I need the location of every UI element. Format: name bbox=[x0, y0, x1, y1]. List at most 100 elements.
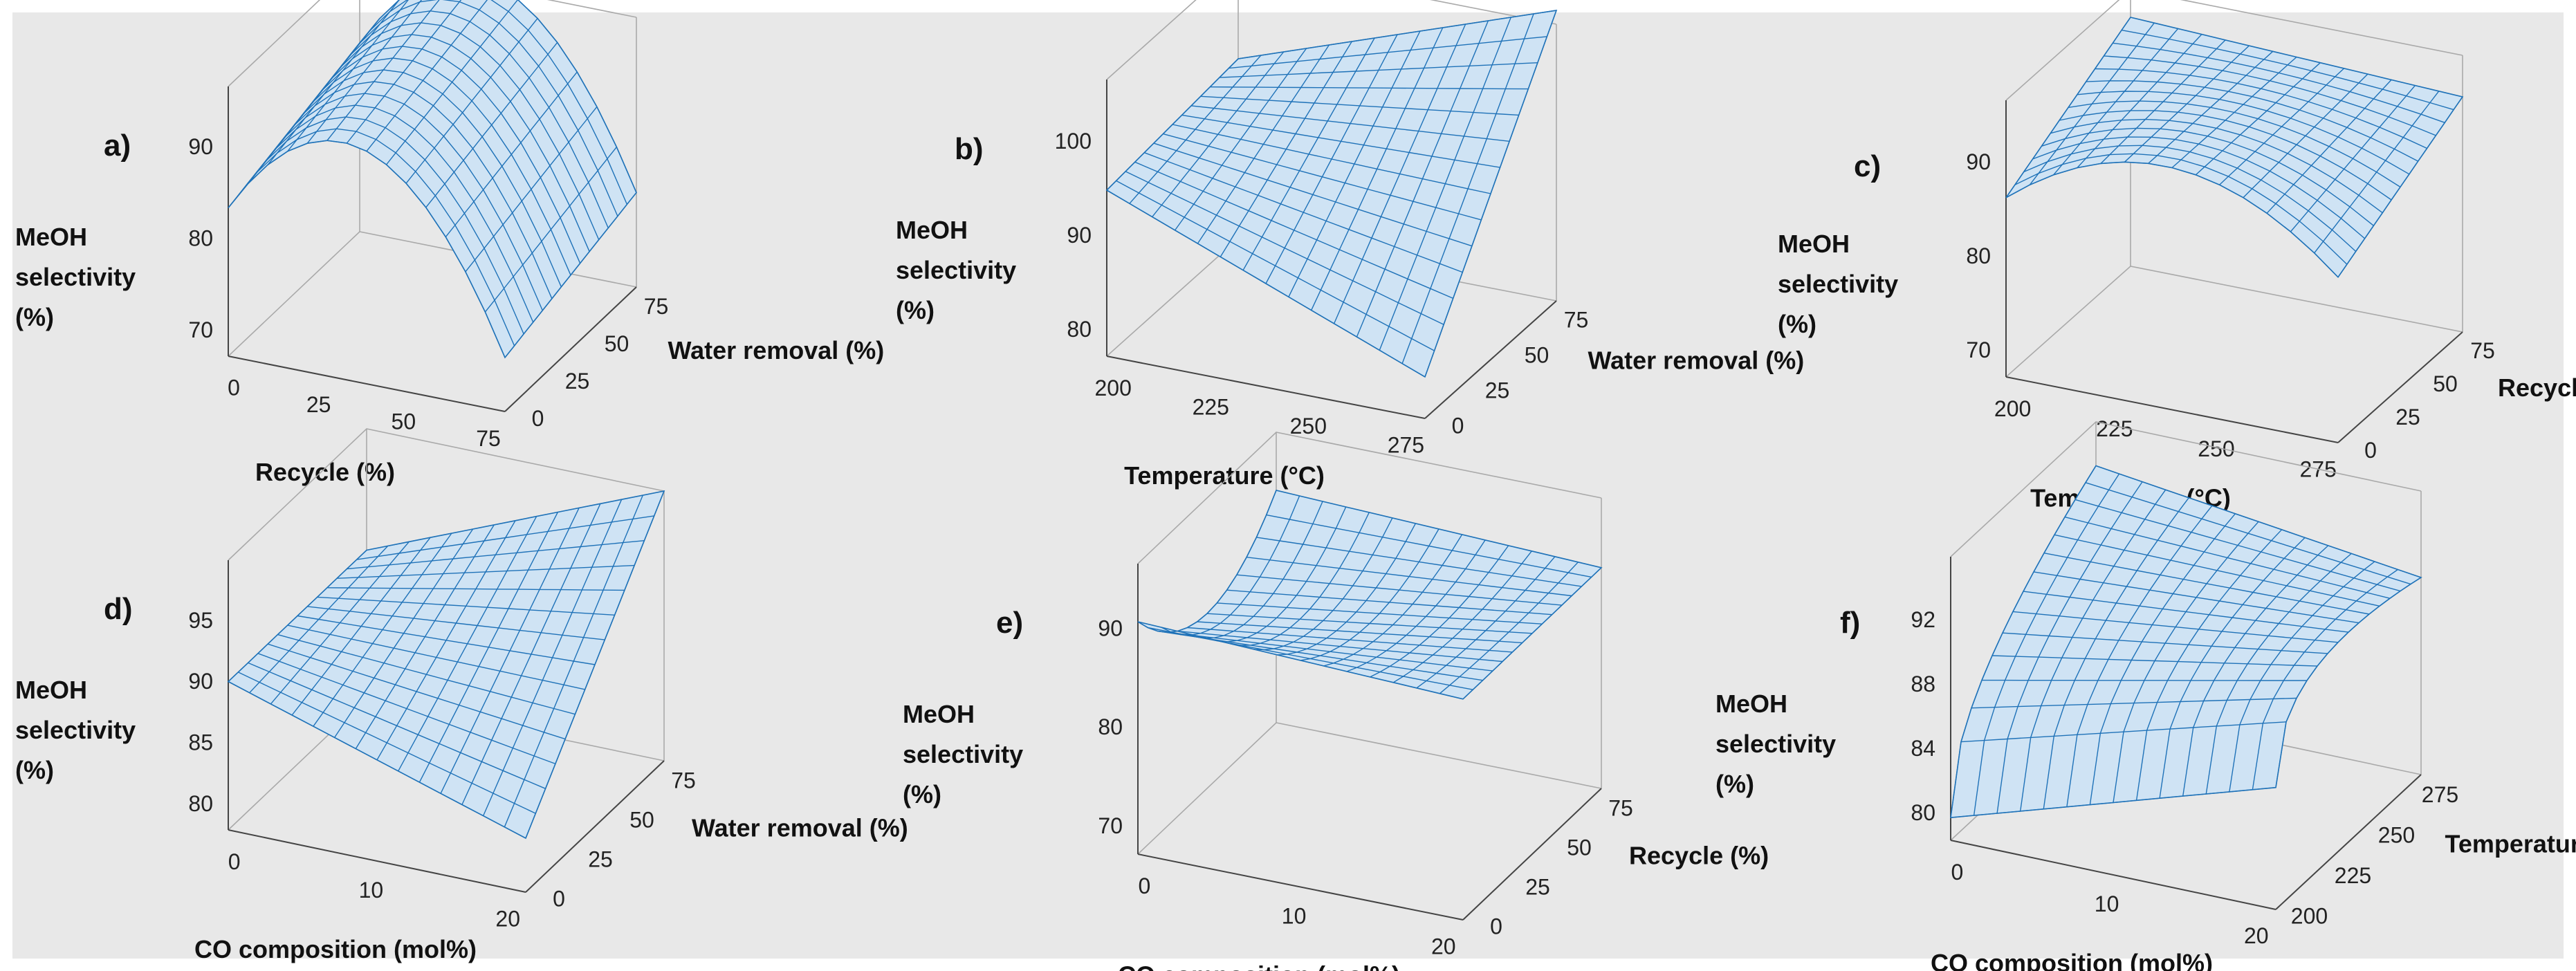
surface-gridline bbox=[347, 540, 645, 570]
back-frame-top bbox=[2005, 0, 2463, 101]
chart-panel-6: f) MeOH selectivity (%) 92 88 84 80 0 10 20 CO comp… bbox=[1715, 421, 2576, 971]
surface-gridline bbox=[293, 57, 571, 276]
y-tick-label: 75 bbox=[671, 768, 696, 793]
surface-gridline bbox=[317, 596, 615, 616]
y-tick-label: 25 bbox=[2395, 405, 2420, 429]
x-axis-label: CO composition (mol%) bbox=[194, 935, 477, 963]
surface-gridline bbox=[1379, 17, 1511, 351]
surface-gridline bbox=[2219, 68, 2345, 185]
surface-gridline bbox=[2135, 529, 2283, 801]
panel-label: b) bbox=[955, 132, 984, 166]
z-axis-label: selectivity bbox=[896, 256, 1016, 284]
x-tick-label: 10 bbox=[1282, 904, 1307, 929]
z-axis-label: MeOH bbox=[903, 700, 975, 728]
z-axis-label: (%) bbox=[1715, 770, 1754, 798]
surface-gridline bbox=[2243, 73, 2368, 198]
y-axis-label: Temperature (°C) bbox=[2445, 829, 2576, 858]
y-axis-label: Recycle (%) bbox=[1629, 842, 1769, 870]
surface-gridline bbox=[2054, 534, 2380, 607]
x-tick-label: 200 bbox=[1994, 396, 2031, 421]
y-axis-line bbox=[2337, 331, 2463, 443]
surface-gridline bbox=[1276, 490, 1602, 568]
surface-gridline bbox=[461, 503, 601, 805]
z-tick-label: 80 bbox=[1966, 243, 1991, 268]
z-tick-label: 80 bbox=[188, 225, 213, 250]
surface-gridline bbox=[504, 192, 637, 358]
surface-gridline bbox=[2068, 100, 2401, 187]
surface-gridline bbox=[2077, 91, 2410, 175]
surface-gridline bbox=[1181, 114, 1500, 168]
y-tick-label: 200 bbox=[2291, 903, 2328, 928]
surface-gridline bbox=[303, 46, 581, 263]
surface-gridline bbox=[504, 494, 643, 828]
x-axis-line bbox=[1137, 853, 1464, 921]
surface-gridline bbox=[1172, 124, 1491, 194]
z-tick-label: 92 bbox=[1911, 607, 1935, 632]
surface-gridline bbox=[297, 615, 596, 665]
z-tick-label: 80 bbox=[188, 791, 213, 816]
z-axis-label: (%) bbox=[903, 780, 941, 808]
y-tick-label: 0 bbox=[2364, 438, 2377, 463]
surface-gridline bbox=[312, 34, 590, 252]
surface-gridline bbox=[2064, 516, 2391, 599]
surface-gridline bbox=[1462, 567, 1602, 700]
back-frame-top bbox=[228, 0, 637, 87]
z-tick-label: 88 bbox=[1911, 672, 1935, 696]
y-axis-line bbox=[2275, 774, 2422, 910]
surface-gridline bbox=[484, 147, 617, 313]
y-tick-label: 275 bbox=[2422, 782, 2458, 807]
surface-gridline bbox=[2074, 499, 2401, 592]
surface-gridline bbox=[425, 41, 558, 208]
chart-panel-2: b)MeOHselectivity(%)1009080200225250275T… bbox=[896, 0, 1804, 490]
chart-panel-1: a) MeOH selectivity (%) 90 80 70 0 25 50 75 Recycle… bbox=[15, 0, 884, 486]
surface-gridline bbox=[2290, 85, 2416, 232]
surface-gridline bbox=[1191, 105, 1510, 142]
surface-gridline bbox=[386, 0, 519, 165]
surface-gridline bbox=[1236, 574, 1562, 606]
z-tick-label: 100 bbox=[1055, 129, 1092, 154]
surface-gridline bbox=[445, 71, 578, 238]
y-tick-label: 0 bbox=[553, 887, 565, 912]
y-tick-label: 0 bbox=[532, 406, 544, 431]
z-axis-label: (%) bbox=[1778, 310, 1816, 338]
x-axis-line bbox=[1106, 355, 1426, 419]
z-tick-label: 90 bbox=[188, 669, 213, 694]
z-tick-label: 70 bbox=[188, 317, 213, 342]
y-axis-line bbox=[1462, 788, 1602, 921]
surface-gridline bbox=[2195, 62, 2321, 176]
x-tick-label: 20 bbox=[2244, 923, 2269, 948]
chart-panel-5: e) MeOH selectivity (%) 90 80 70 0 10 20 CO compos… bbox=[903, 432, 1769, 971]
z-tick-label: 95 bbox=[188, 608, 213, 633]
x-tick-label: 50 bbox=[392, 409, 416, 434]
x-axis-line bbox=[228, 829, 526, 893]
z-axis-label: MeOH bbox=[896, 216, 968, 244]
x-tick-label: 25 bbox=[306, 392, 331, 417]
x-tick-label: 75 bbox=[476, 426, 501, 451]
surface-gridline bbox=[1266, 514, 1592, 578]
surface-gridline bbox=[2043, 553, 2370, 615]
z-tick-label: 70 bbox=[1966, 337, 1991, 362]
surface-gridline bbox=[1392, 551, 1532, 683]
surface-gridline bbox=[1238, 10, 1557, 59]
panel-label: a) bbox=[104, 129, 131, 163]
surface-gridline bbox=[2085, 482, 2411, 585]
surface-gridline bbox=[2159, 537, 2306, 799]
surface-gridline bbox=[359, 0, 637, 193]
z-tick-label: 90 bbox=[1098, 616, 1123, 640]
y-tick-label: 50 bbox=[629, 808, 654, 833]
y-tick-label: 25 bbox=[1485, 378, 1510, 403]
surface-gridline bbox=[2182, 545, 2329, 797]
x-axis-label: CO composition (mol%) bbox=[1931, 949, 2213, 971]
x-tick-label: 0 bbox=[228, 376, 240, 400]
z-axis-label: MeOH bbox=[15, 676, 87, 704]
z-tick-label: 90 bbox=[1966, 149, 1991, 174]
surface-gridline bbox=[2095, 465, 2422, 578]
surface-gridline bbox=[2086, 80, 2419, 162]
y-tick-label: 50 bbox=[1567, 835, 1592, 860]
chart-panel-4: d) MeOH selectivity (%) 95 90 85 80 0 10 20 CO comp… bbox=[15, 428, 908, 963]
y-tick-label: 75 bbox=[644, 294, 669, 319]
surface-gridline bbox=[2095, 68, 2427, 149]
surface-gridline bbox=[1229, 36, 1547, 69]
z-axis-label: selectivity bbox=[1778, 270, 1898, 298]
surface-gridline bbox=[2130, 17, 2463, 98]
